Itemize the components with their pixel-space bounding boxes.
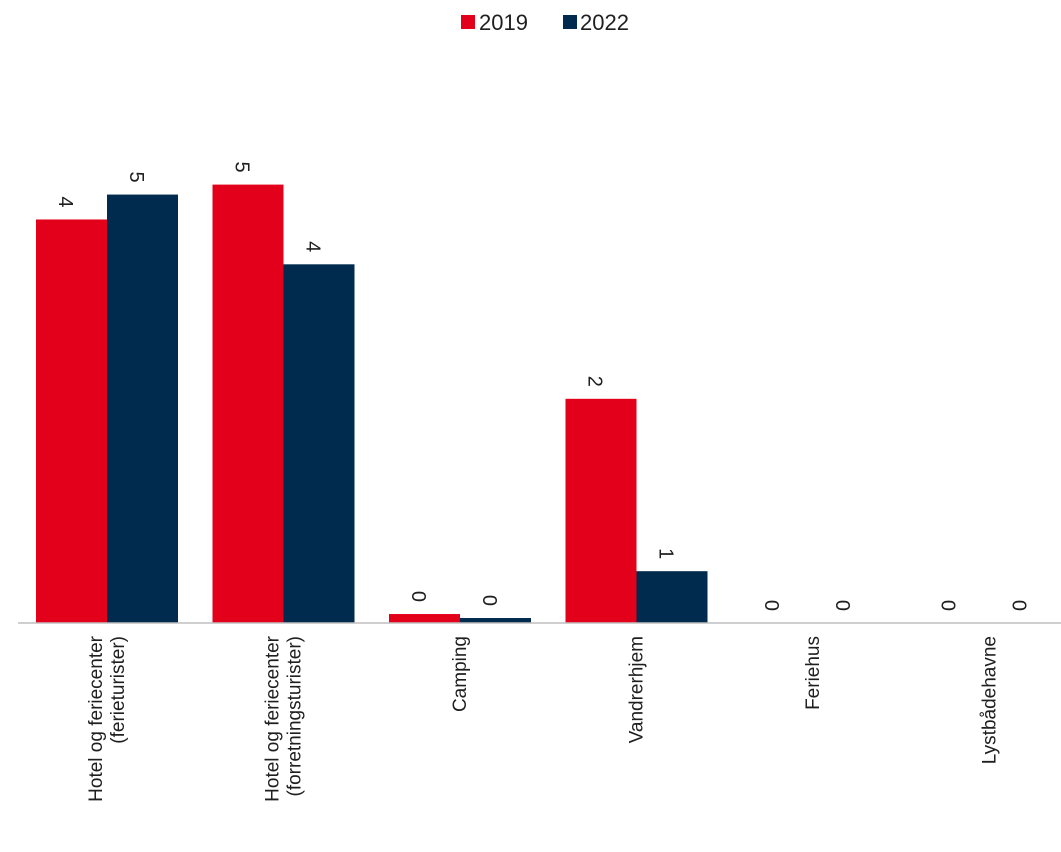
bar-2019-0 xyxy=(36,219,107,624)
bar-label-2022-3: 1 xyxy=(655,548,677,559)
bar-2019-1 xyxy=(212,184,284,623)
bar-2019-2 xyxy=(389,614,460,623)
bar-label-2019-2: 0 xyxy=(407,591,429,602)
bar-label-2022-1: 4 xyxy=(302,241,324,252)
category-label-0-0: Hotel og feriecenter xyxy=(86,635,107,801)
category-label-0-1: (ferieturister) xyxy=(108,636,129,744)
category-labels: Hotel og feriecenter (ferieturister) Hotel… xyxy=(86,635,1001,801)
bar-value-labels: 4 5 5 4 0 0 2 1 0 0 0 0 xyxy=(54,161,1030,611)
bar-label-2022-0: 5 xyxy=(125,171,147,182)
category-label-5-0: Lystbådehavne xyxy=(980,636,1001,764)
bar-2022-3 xyxy=(636,571,708,623)
bar-label-2019-4: 0 xyxy=(760,600,782,611)
bar-label-2019-3: 2 xyxy=(584,376,606,387)
legend: 2019 2022 xyxy=(461,10,629,35)
bar-label-2022-5: 0 xyxy=(1008,600,1030,611)
legend-swatch-2019 xyxy=(461,15,475,29)
bar-2022-0 xyxy=(107,194,178,623)
category-label-4-0: Feriehus xyxy=(803,636,824,710)
bar-2022-1 xyxy=(283,264,355,623)
bar-label-2019-0: 4 xyxy=(54,196,76,207)
bars xyxy=(36,184,708,624)
legend-label-2022: 2022 xyxy=(580,10,629,35)
bar-label-2019-5: 0 xyxy=(937,600,959,611)
category-label-1-1: (forretningsturister) xyxy=(285,636,306,797)
category-label-1-0: Hotel og feriecenter xyxy=(263,635,284,801)
bar-label-2019-1: 5 xyxy=(231,161,253,172)
legend-swatch-2022 xyxy=(563,15,577,29)
bar-label-2022-2: 0 xyxy=(478,595,500,606)
legend-label-2019: 2019 xyxy=(479,10,528,35)
category-label-3-0: Vandrerhjem xyxy=(627,636,648,743)
bar-2022-2 xyxy=(460,618,531,623)
bar-label-2022-4: 0 xyxy=(831,600,853,611)
bar-2019-3 xyxy=(565,398,637,623)
category-label-2-0: Camping xyxy=(450,636,471,712)
